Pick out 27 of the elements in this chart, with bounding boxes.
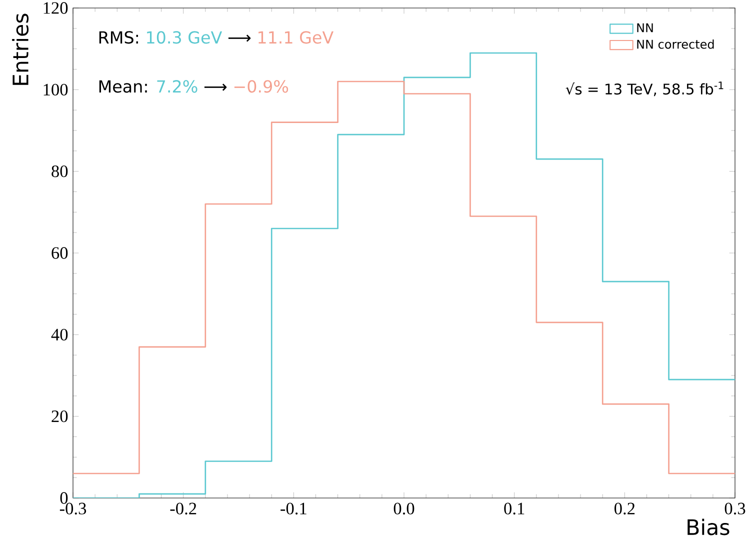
annotation: 10.3 GeV: [147, 31, 222, 44]
x-tick-label: -0.3: [60, 502, 86, 514]
x-axis-title: Bias: [688, 518, 730, 536]
y-tick-label: 120: [44, 2, 68, 14]
y-tick-label: 80: [52, 165, 68, 178]
y-tick-label: 20: [52, 410, 68, 422]
y-tick-label: 40: [51, 328, 68, 341]
y-tick-label: 60: [52, 247, 68, 259]
legend-label: NN corrected: [637, 39, 714, 49]
annotation: √s = 13 TeV, 58.5 fb$^{-1}$: [566, 82, 724, 96]
legend-label: NN: [637, 23, 653, 32]
annotation: RMS:: [99, 31, 138, 44]
y-tick-label: 100: [44, 84, 68, 96]
annotation: ⟶: [204, 84, 227, 91]
y-axis-title: Entries: [12, 14, 29, 85]
annotation: 11.1 GeV: [258, 31, 334, 44]
x-tick-label: -0.1: [280, 502, 306, 514]
x-tick-label: -0.2: [170, 502, 196, 514]
annotation: −0.9%: [234, 80, 288, 93]
x-tick-label: 0.2: [614, 502, 635, 514]
annotation: ⟶: [228, 34, 251, 42]
annotation: Mean:: [99, 80, 147, 93]
y-tick-label: 0: [60, 492, 68, 504]
x-tick-label: 0.3: [724, 502, 746, 514]
x-tick-label: 0.0: [394, 502, 414, 514]
annotation: 7.2%: [157, 80, 198, 93]
x-tick-label: 0.1: [504, 502, 524, 514]
